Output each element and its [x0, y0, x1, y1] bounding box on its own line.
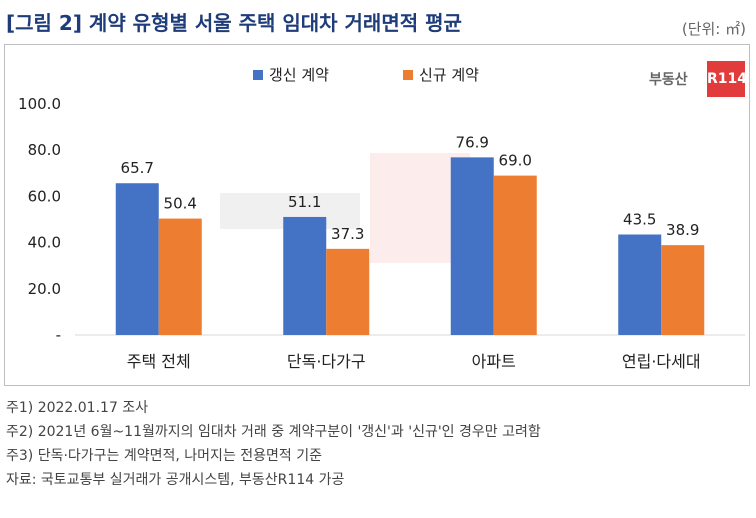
note-3: 주3) 단독·다가구는 계약면적, 나머지는 전용면적 기준: [6, 448, 322, 464]
notes: 주1) 2022.01.17 조사 주2) 2021년 6월~11월까지의 임대…: [6, 396, 746, 492]
data-label: 69.0: [499, 152, 532, 170]
bar-renewal: [115, 183, 159, 335]
y-tick-label: 60.0: [28, 187, 61, 205]
bar-new: [493, 175, 537, 335]
brand-logo-text: 부동산: [649, 72, 688, 88]
data-label: 37.3: [331, 225, 364, 243]
bar-new: [326, 248, 370, 335]
y-tick-label: -: [56, 326, 61, 344]
chart-area: - 20.0 40.0 60.0 80.0 100.0 65.7 50.4 주택 전체 51.1 3…: [4, 44, 750, 386]
data-label: 38.9: [666, 221, 699, 239]
bar-renewal: [283, 216, 327, 335]
bar-renewal: [450, 157, 494, 335]
unit-label: (단위: ㎡): [681, 20, 746, 38]
y-tick-label: 80.0: [28, 141, 61, 159]
category-label: 연립·다세대: [622, 352, 701, 371]
y-tick-label: 40.0: [28, 234, 61, 252]
bar-new: [661, 245, 705, 335]
bar-renewal: [618, 234, 662, 335]
y-tick-label: 20.0: [28, 280, 61, 298]
legend-label: 신규 계약: [419, 66, 479, 84]
bar-chart: - 20.0 40.0 60.0 80.0 100.0 65.7 50.4 주택 전체 51.1 3…: [18, 66, 745, 371]
data-label: 50.4: [164, 195, 197, 213]
data-label: 65.7: [121, 159, 154, 177]
note-1: 주1) 2022.01.17 조사: [6, 400, 149, 416]
legend-swatch: [403, 70, 413, 80]
source-note: 자료: 국토교통부 실거래가 공개시스템, 부동산R114 가공: [6, 472, 345, 488]
data-label: 51.1: [288, 193, 321, 211]
brand-logo-box: R114: [707, 61, 747, 97]
data-label: 43.5: [623, 211, 656, 229]
y-tick-label: 100.0: [18, 95, 61, 113]
data-label: 76.9: [456, 133, 489, 151]
category-label: 주택 전체: [127, 352, 191, 371]
note-2: 주2) 2021년 6월~11월까지의 임대차 거래 중 계약구분이 '갱신'과…: [6, 424, 541, 440]
category-label: 단독·다가구: [287, 352, 366, 371]
legend-swatch: [253, 70, 263, 80]
bar-new: [158, 218, 202, 335]
category-label: 아파트: [472, 352, 516, 371]
figure-title: [그림 2] 계약 유형별 서울 주택 임대차 거래면적 평균: [6, 11, 462, 35]
legend-label: 갱신 계약: [269, 66, 329, 84]
